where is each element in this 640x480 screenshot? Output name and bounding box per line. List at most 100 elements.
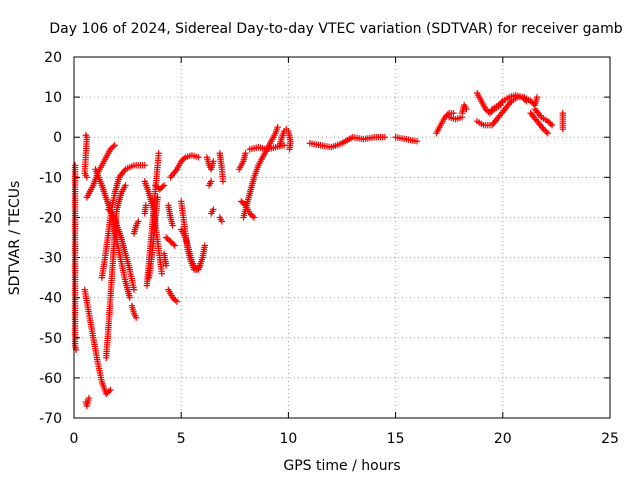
data-point	[107, 208, 115, 216]
series-trace-21	[167, 152, 202, 181]
data-point	[172, 297, 179, 304]
y-tick-label: 0	[53, 130, 62, 146]
data-point	[201, 242, 208, 249]
x-axis-title: GPS time / hours	[283, 458, 400, 474]
y-tick-label: -70	[39, 411, 62, 427]
series-trace-36	[433, 109, 457, 137]
y-axis-title: SDTVAR / TECUs	[7, 181, 23, 296]
y-tick-label: -20	[39, 210, 62, 226]
data-point	[158, 270, 166, 277]
data-point	[249, 212, 256, 220]
series-trace-3	[81, 286, 114, 398]
series-trace-16	[152, 182, 168, 193]
series-trace-1	[71, 162, 80, 354]
series-trace-28	[216, 214, 226, 225]
data-point	[463, 105, 470, 113]
data-point	[126, 294, 133, 301]
data-point	[132, 314, 140, 321]
data-point	[83, 174, 91, 181]
series-trace-27	[216, 150, 227, 185]
data-points	[71, 89, 567, 410]
data-point	[107, 386, 114, 394]
data-point	[450, 109, 457, 117]
series-trace-18	[165, 202, 176, 229]
series-trace-31	[235, 150, 249, 173]
series-trace-4	[82, 394, 93, 410]
data-point	[154, 194, 161, 201]
data-point	[160, 182, 168, 189]
data-point	[559, 126, 567, 133]
series-trace-34	[306, 134, 389, 151]
series-trace-9	[105, 206, 138, 293]
y-tick-label: -50	[39, 331, 62, 347]
series-trace-37	[446, 113, 466, 123]
series-trace-44	[531, 105, 556, 129]
data-point	[381, 134, 389, 141]
data-point	[173, 298, 181, 305]
y-tick-label: -40	[39, 291, 62, 307]
series-trace-24	[203, 154, 217, 173]
axis-ticks: 0 5 10 15 20 25 20 10 0 -10 -20 -30 -40 -50 -60 -70	[39, 50, 619, 447]
series-trace-40	[473, 93, 534, 129]
series-trace-45	[559, 109, 567, 133]
x-tick-label: 15	[387, 431, 405, 447]
data-point	[548, 121, 556, 129]
series-trace-17	[160, 250, 170, 269]
data-point	[197, 262, 204, 269]
x-tick-label: 10	[279, 431, 297, 447]
y-tick-label: 10	[44, 90, 62, 106]
series-trace-33	[276, 126, 294, 153]
data-point	[533, 93, 541, 101]
y-tick-label: 20	[44, 50, 62, 66]
plot-frame	[73, 56, 611, 419]
data-point	[498, 99, 505, 106]
series-trace-20	[165, 286, 181, 305]
data-point	[242, 150, 249, 157]
series-trace-29	[240, 123, 281, 221]
data-point	[218, 218, 226, 225]
series-trace-19	[162, 234, 178, 249]
data-point	[413, 138, 421, 145]
data-point	[210, 206, 217, 213]
series-trace-35	[392, 134, 421, 145]
x-tick-label: 0	[70, 431, 79, 447]
series-trace-25	[205, 178, 215, 189]
series-trace-38	[458, 101, 470, 117]
series-trace-10	[128, 302, 140, 321]
data-point	[195, 263, 203, 271]
data-point	[208, 178, 215, 185]
data-point	[240, 200, 248, 208]
data-point	[274, 123, 281, 131]
data-point	[543, 128, 550, 136]
data-point	[180, 155, 188, 162]
data-point	[135, 218, 142, 225]
data-point	[250, 214, 258, 221]
data-point	[171, 242, 178, 249]
series-trace-11	[130, 218, 142, 237]
data-point	[170, 240, 177, 248]
data-point	[286, 146, 293, 153]
y-tick-label: -30	[39, 251, 62, 267]
series-trace-15	[141, 178, 166, 277]
data-point	[85, 394, 93, 402]
data-point	[142, 202, 150, 209]
data-point	[521, 96, 529, 103]
data-point	[122, 182, 129, 189]
data-point	[159, 183, 166, 190]
series-trace-30	[238, 198, 258, 221]
data-point	[105, 388, 113, 395]
data-point	[544, 130, 552, 137]
data-point	[169, 222, 176, 229]
data-point	[210, 158, 217, 165]
data-point	[111, 142, 118, 149]
data-point	[162, 262, 170, 269]
data-point	[130, 286, 138, 293]
data-point	[195, 154, 202, 161]
data-point	[547, 120, 554, 128]
series-trace-12	[141, 202, 150, 217]
series-trace-23	[178, 226, 204, 273]
series-trace-2	[81, 132, 91, 181]
x-tick-label: 25	[601, 431, 619, 447]
series-trace-42	[527, 93, 541, 109]
series-trace-43	[527, 109, 552, 137]
